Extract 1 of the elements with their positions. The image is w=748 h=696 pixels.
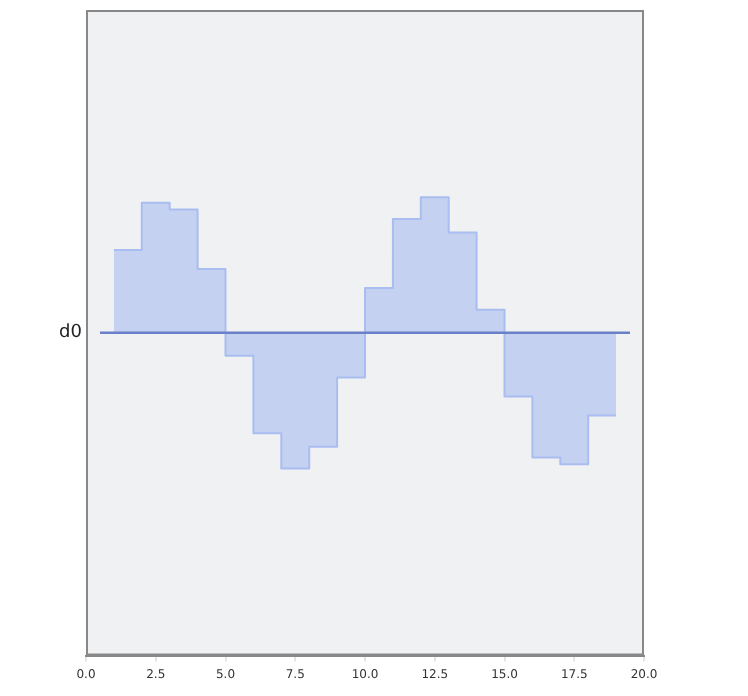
- ref-line-label: d0: [59, 323, 83, 344]
